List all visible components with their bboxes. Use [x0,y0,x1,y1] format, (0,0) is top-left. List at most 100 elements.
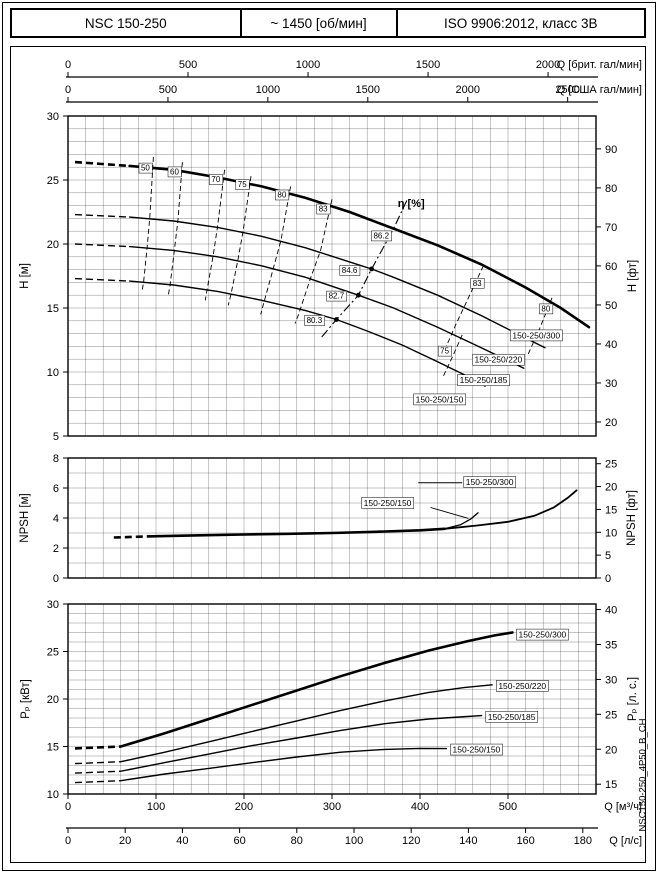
pp-left-tick-label: 10 [47,789,59,801]
chart-frame [10,46,646,863]
ls-ruler-value: 160 [516,835,534,847]
eta-contour-75 [227,176,252,306]
imp-ruler-value: 1500 [416,59,440,71]
usa-ruler-value: 1500 [356,84,380,96]
eta-contour-70 [204,169,226,301]
m3h-ruler-value: 500 [499,801,517,813]
h-right-tick-label: 90 [605,144,617,156]
h-left-tick-label: 5 [53,431,59,443]
h-left-tick-label: 20 [47,239,59,251]
npsh-right-tick-label: 15 [605,504,617,516]
eta-value-label-box [437,345,452,357]
m3h-ruler-value: 300 [323,801,341,813]
eta-value-label-box [138,162,153,174]
pp-axis-title-right: Pₚ [л. с.] [627,676,639,722]
eta-contour-83 [294,199,333,324]
curve-150-250-185-dashed [74,243,130,248]
bep-dot [369,266,374,272]
efficiency-value-label: 86.2 [373,231,389,240]
efficiency-value-label-box [304,315,325,326]
curve-150-250-220 [128,216,546,349]
pp-right-tick-label: 35 [605,639,617,651]
ls-ruler-value: 0 [65,835,71,847]
m3h-ruler-value: 100 [147,801,165,813]
eta-axis-label: η [%] [398,198,425,210]
label-leader [430,507,469,519]
usa-ruler-value: 0 [65,84,71,96]
curve-150-250-300 [128,164,591,329]
curve-name-label: 150-250/300 [466,477,514,487]
bep-dot [356,292,361,298]
imp-ruler-value: 1000 [296,59,320,71]
m3h-ruler-value: 0 [65,801,71,813]
pump-model: NSC 150-250 [84,15,167,31]
curve-name-label-box [485,711,539,723]
pp-right-tick-label: 40 [605,605,617,617]
h-right-tick-label: 80 [605,183,617,195]
h-axis-title-left: H [м] [19,263,31,289]
curve-name-label: 150-250/220 [498,681,546,691]
pp-right-tick-label: 30 [605,674,617,686]
curve-npsh-cluster-dashed [113,535,152,539]
bep-dot [334,317,339,322]
pump-standard: ISO 9906:2012, класс 3В [443,15,598,31]
curve-150-250-220-dashed [74,213,130,218]
m3h-ruler-unit: Q [м³/ч] [604,801,642,813]
curve-name-label: 150-250/300 [512,330,560,340]
eta-value-label: 83 [473,279,482,288]
npsh-right-tick-label: 10 [605,527,617,539]
m3h-ruler-value: 400 [411,801,429,813]
h-right-tick-label: 50 [605,300,617,312]
npsh-left-tick-label: 4 [53,513,59,525]
eta-value-label-box [167,166,182,178]
h-left-tick-label: 10 [47,367,59,379]
curve-150-250-300-dashed [74,160,130,168]
h-right-tick-label: 70 [605,222,617,234]
pp-left-tick-label: 25 [47,647,59,659]
eta-value-label: 75 [238,180,247,189]
eta-contour-60 [167,162,183,296]
eta-value-label: 75 [440,347,449,356]
eta-value-label-box [539,303,554,315]
curve-pp-150-250-150-dashed [74,780,121,784]
curve-name-label: 150-250/150 [364,498,412,508]
curve-pp-150-250-185-dashed [74,770,121,774]
npsh-left-tick-label: 8 [53,453,59,465]
efficiency-value-label: 82.7 [329,292,345,301]
pp-left-tick-label: 15 [47,742,59,754]
eta-value-label-box [209,174,224,185]
h-left-tick-label: 15 [47,303,59,315]
pp-right-tick-label: 15 [605,779,617,791]
npsh-axis-title-right: NPSH [фт] [626,489,638,547]
ls-ruler-value: 120 [402,835,420,847]
pp-right-tick-label: 25 [605,709,617,721]
npsh-right-tick-label: 5 [605,550,611,562]
npsh-left-tick-label: 2 [53,543,59,555]
eta-value-label: 70 [211,175,220,184]
npsh-right-tick-label: 25 [605,459,617,471]
h-right-tick-label: 60 [605,261,617,273]
h-frame [67,115,597,437]
best-efficiency-line [320,200,408,338]
efficiency-value-label-box [326,290,347,302]
pp-axis-title-left: Pₚ [кВт] [20,679,32,719]
curve-name-label: 150-250/150 [453,745,501,755]
ls-ruler-value: 100 [345,835,363,847]
ls-ruler-value: 60 [233,835,245,847]
npsh-left-tick-label: 6 [53,483,59,495]
curve-name-label-box [496,680,549,692]
ls-ruler-value: 140 [459,835,477,847]
curve-npsh-150-250-150 [443,512,479,530]
curve-name-label-box [463,476,517,488]
h-left-tick-label: 25 [47,175,59,187]
curve-name-label: 150-250/185 [460,375,508,385]
eta-value-label: 80 [541,304,550,313]
pp-left-tick-label: 20 [47,694,59,706]
curve-pp-150-250-300-dashed [74,745,121,750]
npsh-right-tick-label: 20 [605,482,617,494]
m3h-ruler-value: 200 [235,801,253,813]
curve-name-label: 150-250/300 [519,630,567,640]
eta-value-label: 50 [141,164,150,173]
